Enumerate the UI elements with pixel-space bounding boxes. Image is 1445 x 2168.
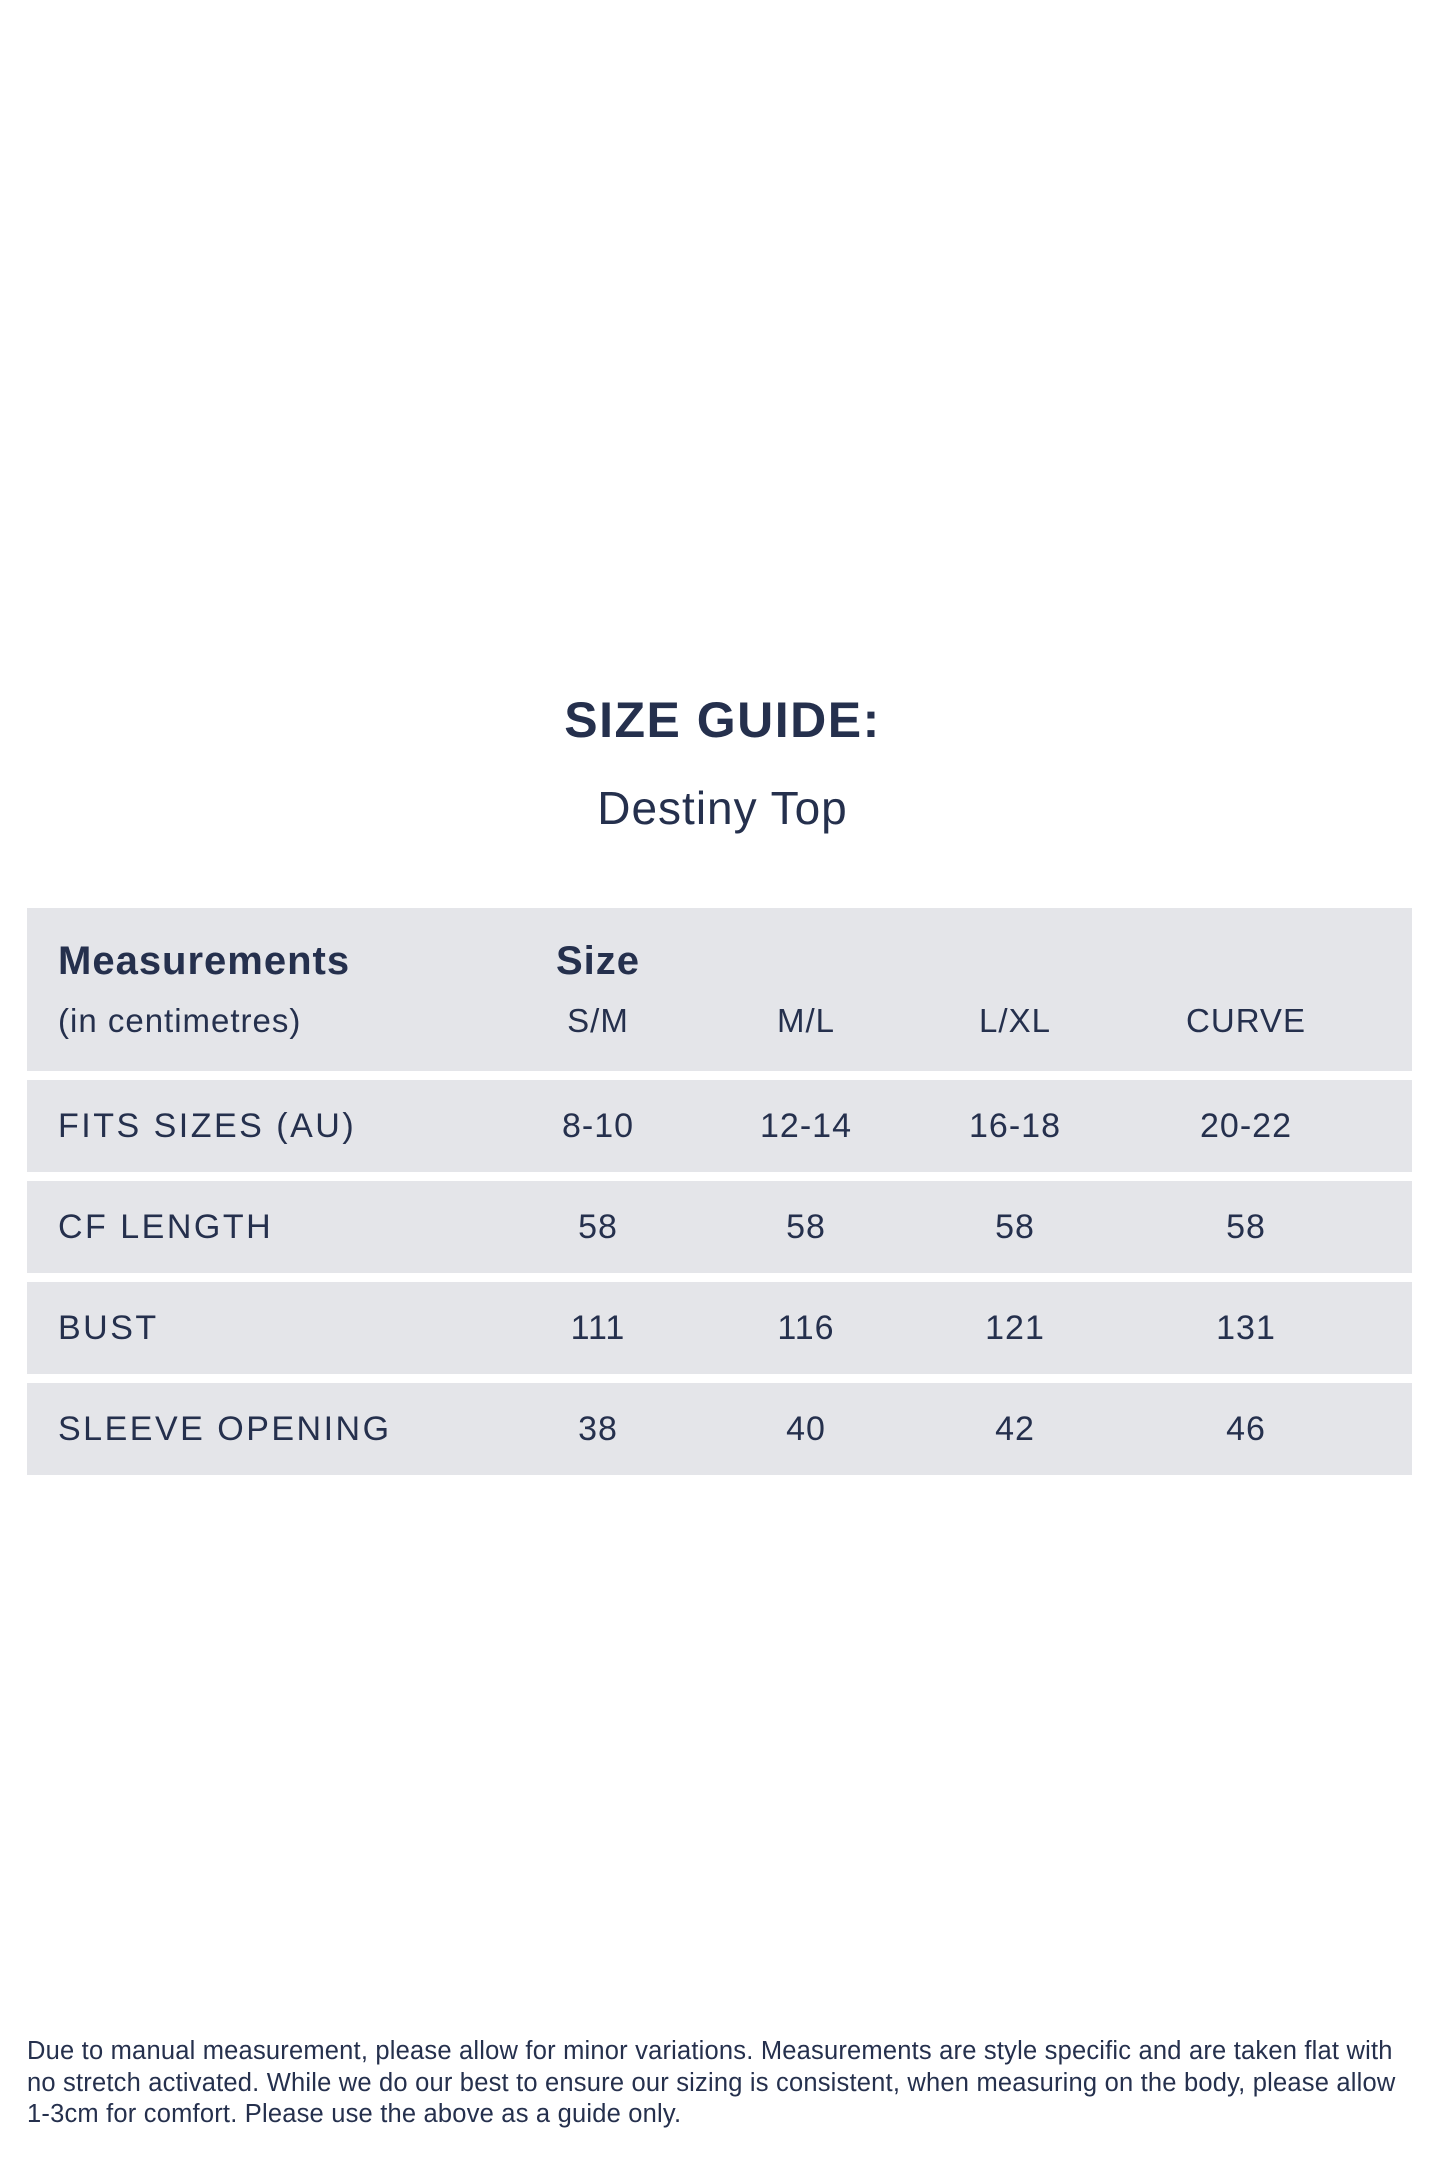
size-header-cell: Size S/M xyxy=(494,908,702,1071)
column-header-sm: S/M xyxy=(567,1001,629,1039)
table-row-bust: BUST 111 116 121 131 xyxy=(27,1282,1412,1374)
disclaimer-line-3: 1-3cm for comfort. Please use the above … xyxy=(27,2100,682,2128)
row-label: FITS SIZES (AU) xyxy=(58,1106,357,1145)
footer-disclaimer: Due to manual measurement, please allow … xyxy=(27,2036,1418,2131)
row-label: SLEEVE OPENING xyxy=(58,1409,392,1448)
row-label: CF LENGTH xyxy=(58,1207,274,1246)
header-spacer xyxy=(1120,939,1372,983)
cell-value: 46 xyxy=(1226,1409,1266,1448)
cell-value: 58 xyxy=(786,1207,826,1246)
cell-value: 121 xyxy=(985,1308,1045,1347)
page-title: SIZE GUIDE: xyxy=(564,692,881,748)
header-spacer xyxy=(702,939,910,983)
row-label: BUST xyxy=(58,1308,159,1347)
cell-value: 12-14 xyxy=(760,1106,852,1145)
header-spacer xyxy=(910,939,1120,983)
cell-value: 40 xyxy=(786,1409,826,1448)
disclaimer-line-1: Due to manual measurement, please allow … xyxy=(27,2037,1393,2065)
table-row-cf-length: CF LENGTH 58 58 58 58 xyxy=(27,1181,1412,1273)
cell-value: 111 xyxy=(570,1308,626,1347)
cell-value: 8-10 xyxy=(561,1106,635,1145)
page-subtitle: Destiny Top xyxy=(597,782,848,834)
disclaimer-line-2: no stretch activated. While we do our be… xyxy=(27,2068,1396,2097)
column-header-lxl: L/XL xyxy=(979,1001,1051,1039)
cell-value: 131 xyxy=(1216,1308,1276,1347)
cell-value: 38 xyxy=(578,1409,618,1448)
measurements-heading: Measurements xyxy=(58,938,351,983)
lxl-header-cell: L/XL xyxy=(910,908,1120,1071)
table-row-fits-sizes: FITS SIZES (AU) 8-10 12-14 16-18 20-22 xyxy=(27,1080,1412,1172)
size-guide-table: Measurements (in centimetres) Size S/M M… xyxy=(27,908,1412,1484)
measurements-header-cell: Measurements (in centimetres) xyxy=(58,908,494,1071)
table-row-sleeve-opening: SLEEVE OPENING 38 40 42 46 xyxy=(27,1383,1412,1475)
column-header-ml: M/L xyxy=(776,1001,835,1039)
size-heading: Size xyxy=(555,938,641,983)
cell-value: 16-18 xyxy=(969,1106,1061,1145)
cell-value: 58 xyxy=(578,1207,618,1246)
column-header-curve: CURVE xyxy=(1186,1001,1306,1039)
ml-header-cell: M/L xyxy=(702,908,910,1071)
measurements-unit-label: (in centimetres) xyxy=(58,1001,302,1039)
cell-value: 58 xyxy=(995,1207,1035,1246)
cell-value: 42 xyxy=(995,1409,1035,1448)
cell-value: 58 xyxy=(1226,1207,1266,1246)
curve-header-cell: CURVE xyxy=(1120,908,1412,1071)
cell-value: 20-22 xyxy=(1200,1106,1292,1145)
table-header-row: Measurements (in centimetres) Size S/M M… xyxy=(27,908,1412,1071)
cell-value: 116 xyxy=(777,1308,835,1347)
